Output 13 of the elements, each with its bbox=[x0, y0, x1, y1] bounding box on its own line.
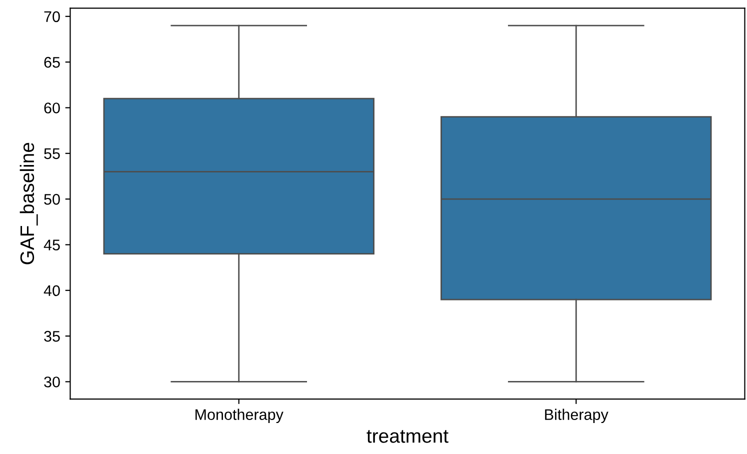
y-tick-label: 40 bbox=[44, 285, 60, 296]
y-tick-label: 35 bbox=[44, 330, 60, 342]
y-tick-label: 65 bbox=[44, 56, 60, 68]
y-tick-label: 30 bbox=[44, 376, 60, 388]
y-tick-label: 60 bbox=[44, 102, 60, 114]
y-tick-label: 45 bbox=[44, 240, 60, 250]
x-tick-label: Bitherapy bbox=[545, 408, 608, 424]
x-tick-label: Monotherapy bbox=[196, 408, 284, 424]
x-axis-title: treatment bbox=[366, 430, 448, 443]
y-tick-label: 50 bbox=[44, 194, 60, 205]
y-tick-label: 70 bbox=[44, 11, 60, 22]
y-tick-label: 55 bbox=[44, 148, 60, 160]
y-axis-title: GAF_baseline bbox=[20, 142, 38, 264]
